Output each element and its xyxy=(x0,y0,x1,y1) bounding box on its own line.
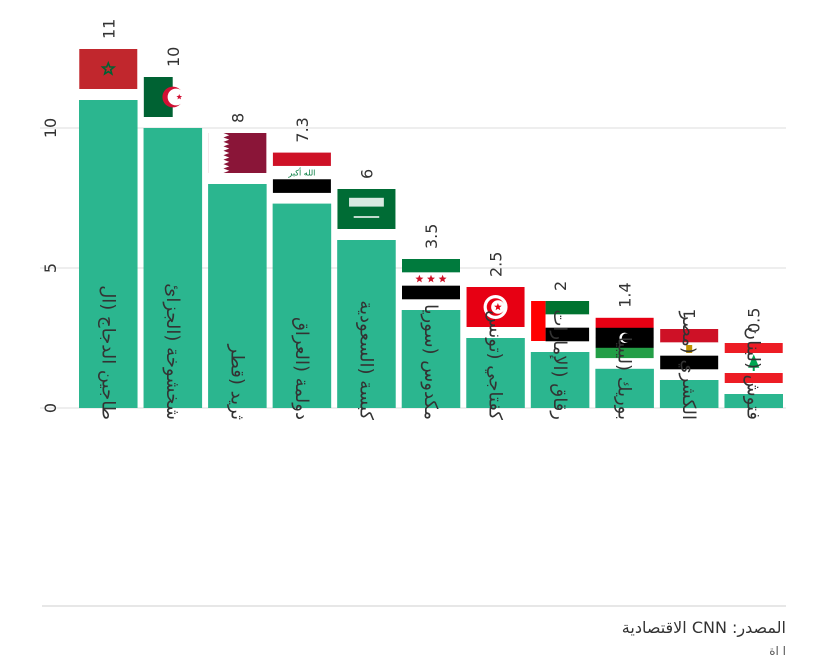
data-label: 7.3 xyxy=(293,117,312,142)
x-tick-label: دولمة (العراق xyxy=(291,317,312,420)
y-tick-label: 0 xyxy=(41,403,60,413)
x-tick-label: طاجين الدجاج (ال xyxy=(97,285,118,420)
data-label: 8 xyxy=(228,113,247,123)
flag-saudi-arabia-icon xyxy=(337,189,396,229)
flag-libya-icon xyxy=(595,317,654,359)
data-label: 0.5 xyxy=(745,308,764,333)
data-label: 6 xyxy=(357,169,376,179)
y-tick-label: 10 xyxy=(41,118,60,138)
x-tick-label: مكدوس (سوريا xyxy=(420,304,441,420)
bar xyxy=(401,310,461,408)
data-label: 10 xyxy=(164,47,183,67)
flag-syria-icon xyxy=(402,259,460,300)
source-caption: المصدر: CNN الاقتصادية xyxy=(621,618,786,637)
flag-qatar-icon xyxy=(208,133,267,173)
bar xyxy=(466,338,525,408)
data-label: 3.5 xyxy=(422,224,441,249)
bar xyxy=(595,368,654,408)
x-tick-label: رقاق (الإمارات xyxy=(549,309,570,420)
flag-morocco-icon xyxy=(79,49,138,89)
y-tick-label: 5 xyxy=(41,263,60,273)
bar xyxy=(659,380,719,408)
flag-egypt-icon xyxy=(660,329,719,370)
data-label: 2.5 xyxy=(487,252,506,277)
bar-chart: 0 5 10 11 طاجين الدجاج (ال 10 شخشوخة (الجزائ 8 ث… xyxy=(40,19,786,607)
bar xyxy=(337,240,396,408)
flag-uae-icon xyxy=(531,301,590,342)
x-tick-label: شخشوخة (الجزائ xyxy=(162,283,183,420)
data-label: 11 xyxy=(99,19,118,39)
svg-text:الله أكبر: الله أكبر xyxy=(287,168,315,178)
data-label: 2 xyxy=(551,281,570,291)
x-tick-label: كبسة (السعودية xyxy=(355,300,376,420)
bar xyxy=(79,100,138,408)
x-tick-label: الكشري (مصر xyxy=(678,311,699,420)
bar xyxy=(272,203,332,408)
bar xyxy=(208,184,267,408)
x-tick-label: كفتاجي (تونس xyxy=(485,310,506,420)
x-tick-label: ثريد (قطر xyxy=(226,344,247,420)
flag-tunisia-icon xyxy=(466,287,525,327)
flag-algeria-icon xyxy=(143,77,202,117)
data-label: 1 xyxy=(680,309,699,319)
flag-iraq-icon: الله أكبر xyxy=(272,152,331,193)
bar xyxy=(724,394,783,408)
bar xyxy=(143,128,203,408)
x-tick-label: فتوش (لبنان xyxy=(743,327,764,420)
flag-lebanon-icon xyxy=(724,343,783,383)
data-label: 1.4 xyxy=(616,282,635,307)
bar xyxy=(530,352,590,408)
x-tick-label: بوريك (ليبيا xyxy=(614,337,635,420)
footer-note: ا اة xyxy=(769,644,786,658)
